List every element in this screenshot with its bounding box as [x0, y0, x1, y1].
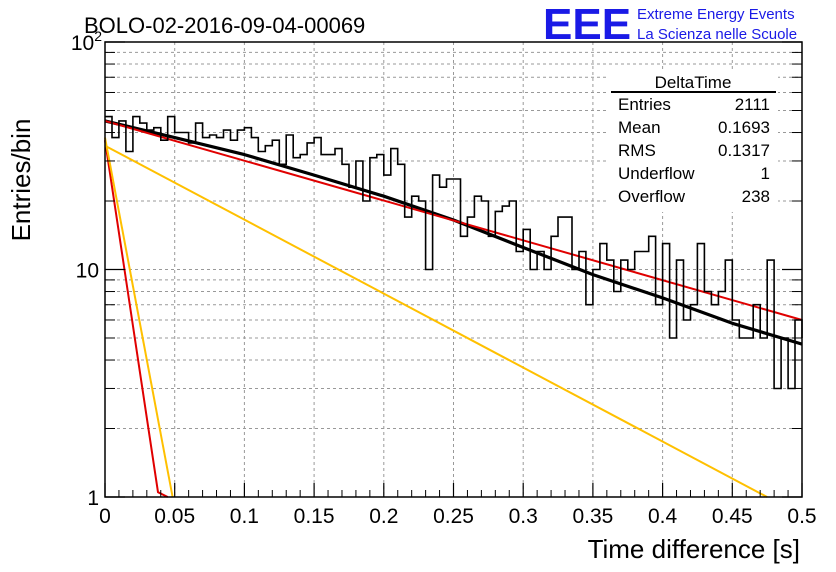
x-tick-label: 0.05: [154, 505, 195, 528]
y-tick-label: 10: [76, 260, 99, 283]
stats-box: DeltaTime Entries 2111 Mean 0.1693 RMS 0…: [608, 72, 778, 212]
stats-label-underflow: Underflow: [618, 164, 695, 183]
x-axis-title: Time difference [s]: [588, 534, 800, 564]
x-tick-label: 0.4: [648, 505, 678, 528]
run-title: BOLO-02-2016-09-04-00069: [84, 13, 365, 38]
axis-ticks: [104, 41, 803, 498]
logo-line2: La Scienza nelle Scuole: [637, 26, 797, 43]
tick-labels: 0 0.05 0.1 0.15 0.2 0.25 0.3 0.35 0.4 0.45 0.5 1 10 1…: [71, 28, 817, 528]
x-tick-label: 0.35: [572, 505, 613, 528]
stats-value-overflow: 238: [742, 187, 770, 206]
x-tick-label: 0.1: [230, 505, 259, 528]
logo-eee: EEE: [543, 0, 631, 49]
logo-line1: Extreme Energy Events: [637, 6, 795, 23]
y-tick-label: 1: [87, 487, 99, 510]
stats-value-mean: 0.1693: [718, 118, 770, 137]
grid-layer: [104, 42, 803, 497]
x-tick-label: 0: [99, 505, 111, 528]
x-tick-label: 0.3: [509, 505, 538, 528]
y-axis-title: Entries/bin: [6, 119, 36, 242]
stats-box-background: [608, 72, 778, 212]
stats-label-entries: Entries: [618, 95, 671, 114]
y-tick-label: 102: [71, 28, 102, 55]
fit-curve-yellow-component-slow: [104, 144, 768, 498]
fit-curve-yellow-component-fast: [104, 137, 174, 498]
stats-title: DeltaTime: [655, 73, 732, 92]
stats-value-underflow: 1: [761, 164, 770, 183]
x-tick-label: 0.25: [433, 505, 474, 528]
stats-label-mean: Mean: [618, 118, 661, 137]
fit-curves: [104, 119, 803, 498]
x-tick-label: 0.5: [787, 505, 816, 528]
stats-label-overflow: Overflow: [618, 187, 686, 206]
x-tick-label: 0.15: [294, 505, 335, 528]
fit-curve-red-component-fast: [104, 140, 169, 498]
fit-curve-red-component-slow: [104, 119, 803, 321]
x-tick-label: 0.2: [369, 505, 398, 528]
stats-label-rms: RMS: [618, 141, 656, 160]
stats-value-entries: 2111: [735, 95, 770, 114]
histogram: [105, 115, 803, 390]
stats-value-rms: 0.1317: [718, 141, 770, 160]
x-tick-label: 0.45: [712, 505, 753, 528]
histogram-steps: [105, 115, 803, 390]
